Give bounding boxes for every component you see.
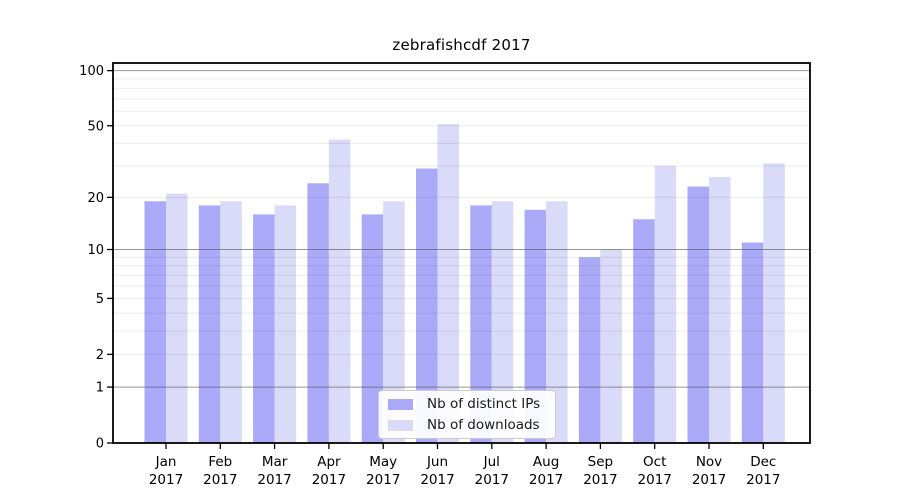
x-tick-label-month: Aug xyxy=(533,454,559,470)
x-tick-label-month: Sep xyxy=(588,454,613,470)
y-tick-label: 1 xyxy=(96,381,104,396)
bar-ips-aug xyxy=(524,209,547,443)
x-tick-label-year: 2017 xyxy=(746,472,780,488)
bar-ips-dec xyxy=(741,242,764,443)
x-tick-label-year: 2017 xyxy=(257,472,291,488)
bar-downloads-nov xyxy=(709,177,731,443)
x-tick-label-year: 2017 xyxy=(312,472,346,488)
bar-downloads-apr xyxy=(328,139,351,443)
y-tick-label: 20 xyxy=(87,191,104,206)
bar-ips-feb xyxy=(198,205,221,443)
chart-title: zebrafishcdf 2017 xyxy=(392,36,531,54)
bar-ips-jan xyxy=(144,201,166,443)
y-tick-label: 5 xyxy=(96,292,104,307)
bar-ips-sep xyxy=(578,257,601,443)
bar-ips-nov xyxy=(687,186,709,443)
bar-downloads-feb xyxy=(220,201,242,443)
x-tick-label-year: 2017 xyxy=(149,472,183,488)
bar-ips-mar xyxy=(253,214,275,443)
bar-downloads-jul xyxy=(491,201,514,443)
x-tick-label-year: 2017 xyxy=(366,472,400,488)
bar-downloads-jun xyxy=(437,124,459,443)
axes-spines xyxy=(112,62,811,444)
y-tick-label: 100 xyxy=(79,64,104,79)
x-tick-label-year: 2017 xyxy=(203,472,237,488)
bar-downloads-sep xyxy=(600,249,622,443)
x-tick-label-month: Jun xyxy=(426,454,448,470)
legend-label-distinct-ips: Nb of distinct IPs xyxy=(427,396,541,412)
legend-entry-downloads: Nb of downloads xyxy=(388,417,555,433)
bar-ips-jun xyxy=(416,168,438,443)
bar-downloads-oct xyxy=(654,165,677,443)
bar-downloads-dec xyxy=(763,163,785,444)
y-tick-label: 2 xyxy=(96,348,104,363)
bar-ips-apr xyxy=(307,183,329,443)
legend-entry-distinct-ips: Nb of distinct IPs xyxy=(388,396,555,412)
legend-swatch-downloads-icon xyxy=(388,419,413,431)
y-tick-label: 0 xyxy=(96,437,104,452)
bar-downloads-jan xyxy=(166,193,188,443)
x-tick-label-year: 2017 xyxy=(420,472,454,488)
bar-downloads-may xyxy=(383,201,405,443)
x-tick-label-year: 2017 xyxy=(692,472,726,488)
x-tick-label-month: Mar xyxy=(262,454,288,470)
x-tick-label-month: May xyxy=(369,454,397,470)
legend-label-downloads: Nb of downloads xyxy=(427,417,540,433)
x-tick-label-month: Feb xyxy=(208,454,232,470)
bar-downloads-aug xyxy=(546,201,568,443)
x-tick-label-month: Jan xyxy=(155,454,177,470)
chart-legend: Nb of distinct IPs Nb of downloads xyxy=(378,390,556,439)
legend-swatch-distinct-ips-icon xyxy=(388,398,413,410)
x-tick-label-month: Oct xyxy=(643,454,666,470)
bar-downloads-mar xyxy=(274,205,297,443)
x-tick-label-year: 2017 xyxy=(583,472,617,488)
y-tick-label: 10 xyxy=(87,243,104,258)
x-tick-label-year: 2017 xyxy=(475,472,509,488)
bar-ips-may xyxy=(361,214,384,443)
x-tick-label-year: 2017 xyxy=(529,472,563,488)
y-tick-label: 50 xyxy=(87,119,104,134)
x-tick-label-month: Nov xyxy=(696,454,722,470)
x-tick-label-month: Apr xyxy=(317,454,341,470)
x-tick-label-month: Jul xyxy=(483,454,500,470)
x-tick-label-month: Dec xyxy=(750,454,776,470)
bar-ips-jul xyxy=(470,205,492,443)
x-tick-label-year: 2017 xyxy=(638,472,672,488)
